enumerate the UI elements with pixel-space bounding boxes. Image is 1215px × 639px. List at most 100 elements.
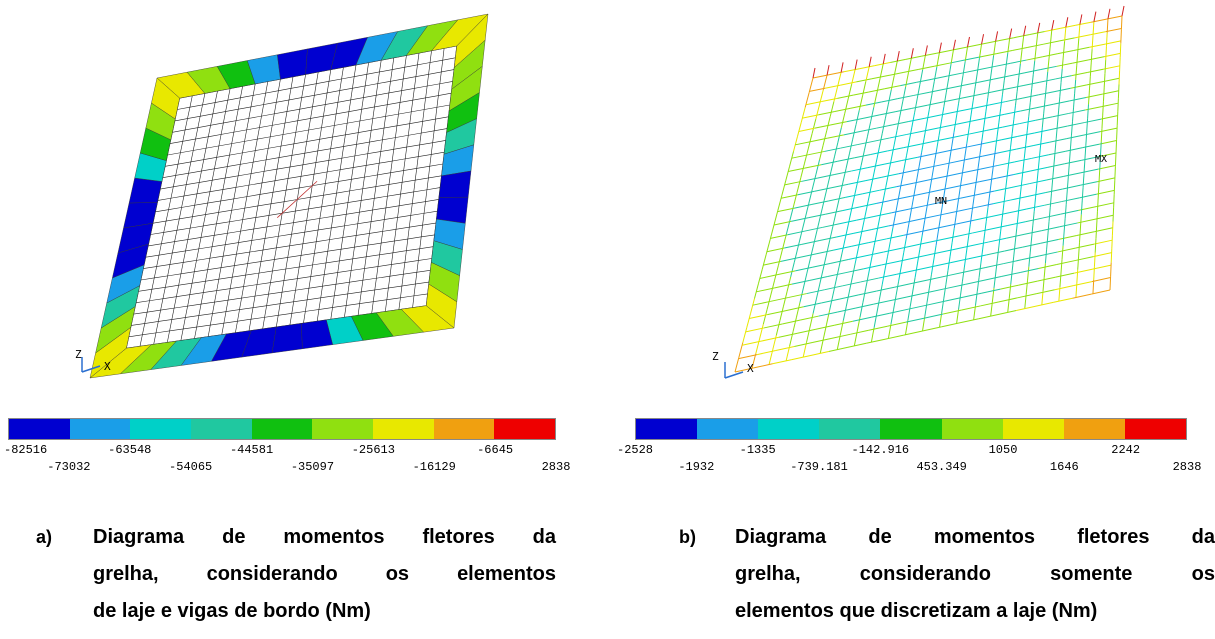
grid-line [802,114,819,119]
colorbar-tick-label: -44581 [229,443,274,457]
grid-line [1092,21,1095,36]
grid-line [881,173,899,178]
grid-line [965,155,983,161]
grid-line [873,230,878,246]
grid-line [916,249,921,264]
grid-line [983,275,1002,281]
grid-line [1017,293,1037,299]
grid-line [1098,169,1101,184]
grid-line [1062,184,1081,190]
colorbar-tick-label: 2838 [1172,460,1202,474]
grid-line [1042,53,1059,58]
grid-line [949,59,966,64]
grid-line [916,78,933,83]
grid-line [890,144,895,160]
grid-line [957,107,974,113]
beam-segment [271,323,303,354]
grid-line [1063,218,1066,233]
grid-line [905,72,909,88]
caption-a-line-2: grelha, considerando os elementos [93,563,556,585]
grid-line [951,146,968,151]
grid-line [1026,266,1030,281]
grid-line [1060,68,1063,83]
grid-line [901,156,918,162]
grid-line [818,311,838,317]
grid-line [903,143,921,149]
grid-line [753,363,773,369]
grid-line [928,95,933,110]
grid-line [811,119,817,134]
grid-line [805,101,822,106]
grid-line [887,241,891,257]
grid-line [934,149,952,155]
grid-line [1023,230,1042,235]
edge-tick [868,56,872,67]
colorbar-tick-label: -82516 [4,443,48,457]
grid-line [893,60,898,76]
grid-line [868,259,872,275]
grid-line [1054,87,1071,93]
grid-line [1095,224,1098,239]
grid-line [976,58,980,73]
grid-line [770,234,788,239]
grid-line [1115,139,1118,154]
grid-line [848,277,853,293]
edge-tick [1009,28,1013,39]
grid-line [965,56,982,61]
grid-line [1064,204,1067,219]
grid-line [905,55,922,60]
grid-line [973,305,976,320]
grid-line [1103,65,1120,70]
grid-line [855,110,860,125]
grid-line [1102,101,1104,116]
grid-line [931,259,935,275]
grid-line [944,184,963,190]
grid-line [851,194,856,209]
grid-line [289,69,332,326]
grid-line [931,163,935,179]
grid-line [958,206,976,212]
grid-line [987,193,991,208]
grid-line [896,182,914,188]
grid-line [1004,246,1023,252]
grid-line [936,136,954,142]
label-mn: MN [935,196,947,207]
grid-line [991,88,1008,93]
grid-line [1106,15,1123,20]
grid-line [862,81,867,96]
grid-line [962,157,966,172]
grid-line [997,310,1017,316]
grid-line [967,224,971,239]
grid-line [918,65,935,70]
grid-line [956,309,960,324]
grid-line [800,315,819,321]
grid-line [922,55,926,70]
grid-line [1116,125,1118,140]
grid-line [968,254,987,260]
grid-line [1033,197,1037,212]
grid-line [987,83,991,98]
grid-line [975,168,979,183]
grid-line [1059,82,1062,97]
grid-line [1048,207,1051,222]
grid-line [933,245,937,261]
grid-line [1026,116,1030,131]
grid-line [926,109,930,125]
grid-line [975,203,994,208]
grid-line [938,123,956,129]
grid-line [1095,214,1114,220]
grid-line [1086,81,1104,86]
grid-line [870,327,875,343]
grid-line [801,240,820,245]
grid-line [866,121,872,137]
grid-line [977,190,995,196]
grid-line [899,101,904,116]
colorbar-a [8,418,556,440]
grid-line [970,100,974,116]
colorbar-tick-label: -2528 [616,443,654,457]
grid-line [851,69,856,85]
grid-line [878,133,883,148]
grid-line [1074,34,1091,39]
grid-line [847,83,853,99]
grid-line [828,196,846,202]
